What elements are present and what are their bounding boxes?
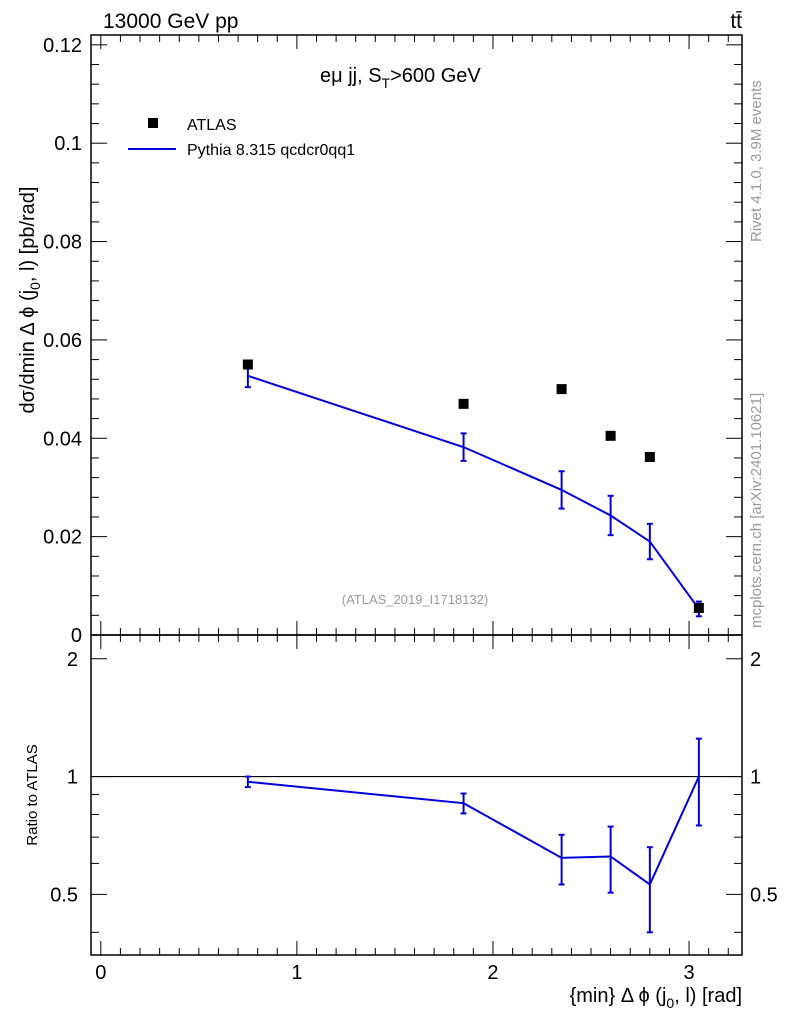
legend-data-marker: [148, 118, 158, 128]
x-tick-label: 2: [487, 962, 498, 984]
mcplots-info: mcplots.cern.ch [arXiv:2401.10621]: [748, 393, 765, 628]
main-y-tick-label: 0.12: [43, 35, 82, 57]
ratio-y-tick-label-left: 1: [67, 767, 78, 789]
axis-ticks: 0 1 2 3 0 0.02 0.04 0.06 0.08 0.1 0.12 0.5 0.5 1 1 2 2: [43, 35, 778, 984]
x-axis-label-tail: , l) [rad]: [674, 985, 742, 1007]
data-point: [693, 602, 704, 613]
rivet-info: Rivet 4.1.0, 3.9M events: [748, 80, 765, 242]
main-title-sub: T: [382, 75, 391, 91]
main-y-tick-label: 0.06: [43, 330, 82, 352]
x-axis-label-text: {min} Δ ϕ (j: [570, 985, 667, 1007]
ratio-ylabel: Ratio to ATLAS: [24, 744, 41, 845]
main-y-tick-label: 0.02: [43, 527, 82, 549]
main-y-tick-label: 0: [71, 625, 82, 647]
data-point: [458, 398, 469, 409]
x-tick-label: 0: [95, 962, 106, 984]
main-y-tick-label: 0.1: [54, 133, 82, 155]
ratio-panel-frame: [90, 634, 743, 956]
legend-mc-label: Pythia 8.315 qcdcr0qq1: [187, 142, 355, 159]
main-title-tail: >600 GeV: [390, 65, 481, 87]
analysis-watermark: (ATLAS_2019_I1718132): [342, 592, 488, 607]
header-right: tt̄: [730, 10, 742, 33]
ratio-curve: [247, 776, 700, 886]
legend-data-label: ATLAS: [187, 117, 237, 134]
ratio-y-tick-label-left: 0.5: [50, 884, 78, 906]
main-title-text: eμ jj, S: [320, 65, 382, 87]
ratio-y-tick-label-left: 2: [67, 649, 78, 671]
x-axis-label-sub: 0: [666, 995, 674, 1011]
ratio-y-tick-label-right: 1: [750, 767, 761, 789]
data-point: [242, 359, 253, 370]
main-ylabel-tail: , l) [pb/rad]: [17, 186, 39, 282]
x-tick-label: 3: [683, 962, 694, 984]
main-ylabel-sub: 0: [27, 282, 43, 290]
ratio-y-tick-label-right: 0.5: [750, 884, 778, 906]
data-point: [605, 430, 616, 441]
main-title: eμ jj, ST>600 GeV: [320, 65, 481, 91]
data-point: [556, 384, 567, 395]
x-tick-label: 1: [291, 962, 302, 984]
plot-marks: [91, 359, 742, 934]
header-left: 13000 GeV pp: [103, 10, 238, 33]
main-y-tick-label: 0.04: [43, 428, 82, 450]
main-ylabel: dσ/dmin Δ ϕ (j0, l) [pb/rad]: [17, 186, 43, 413]
ratio-y-tick-label-right: 2: [750, 649, 761, 671]
x-axis-label: {min} Δ ϕ (j0, l) [rad]: [570, 985, 742, 1011]
main-ylabel-text: dσ/dmin Δ ϕ (j: [17, 290, 39, 414]
mc-curve: [247, 374, 700, 610]
data-point: [644, 451, 655, 462]
main-y-tick-label: 0.08: [43, 232, 82, 254]
